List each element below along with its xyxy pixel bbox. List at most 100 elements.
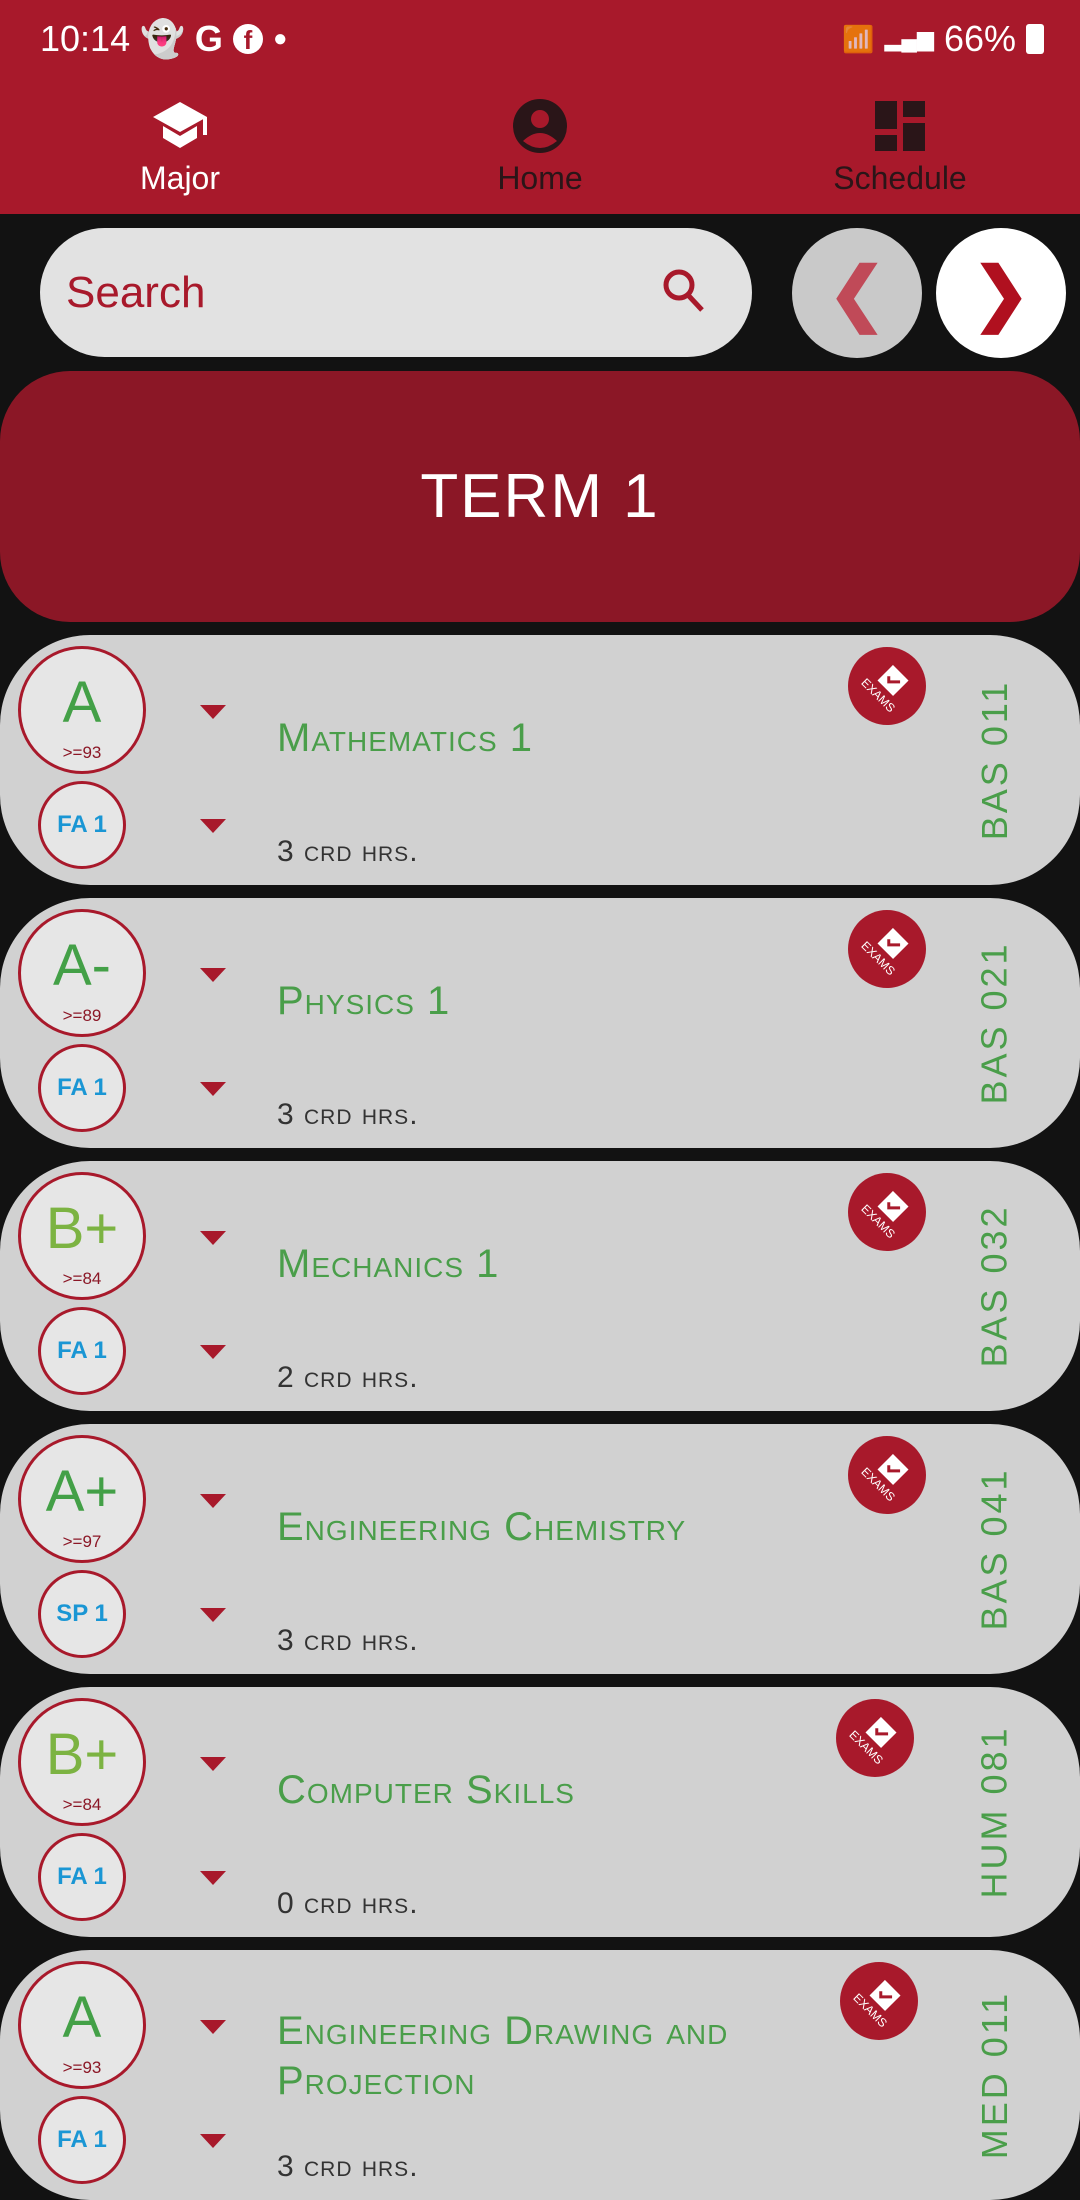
exams-icon: EXAMS — [858, 1446, 915, 1504]
signal-icon: ▂▄▆ — [884, 26, 934, 51]
semester-dropdown-icon[interactable] — [200, 1871, 226, 1885]
course-code: BAS 032 — [974, 1204, 1016, 1368]
status-bar: 10:14 👻 G f ● 📶 ▂▄▆ 66% — [0, 0, 1080, 80]
exams-icon: EXAMS — [858, 920, 915, 978]
course-card[interactable]: A >=93 FA 1 Engineering Drawing and Proj… — [0, 1950, 1080, 2200]
semester-dropdown-icon[interactable] — [200, 2134, 226, 2148]
exams-button[interactable]: EXAMS — [848, 1173, 926, 1251]
course-title: Physics 1 — [277, 979, 451, 1023]
semester-selector[interactable]: SP 1 — [38, 1570, 126, 1658]
course-title: Mathematics 1 — [277, 716, 533, 760]
clock: 10:14 — [40, 18, 131, 59]
grade-selector[interactable]: B+ >=84 — [18, 1172, 146, 1300]
semester-selector[interactable]: FA 1 — [38, 1833, 126, 1921]
course-title: Engineering Drawing and Projection — [277, 2009, 729, 2103]
semester-selector[interactable]: FA 1 — [38, 1307, 126, 1395]
search-icon[interactable] — [660, 266, 708, 319]
search-bar[interactable] — [40, 228, 752, 357]
course-code-wrap: MED 011 — [960, 1950, 1030, 2200]
exams-button[interactable]: EXAMS — [848, 647, 926, 725]
exams-button[interactable]: EXAMS — [840, 1962, 918, 2040]
bottom-nav: Major Home Schedule — [0, 80, 1080, 214]
battery-text: 66% — [943, 18, 1016, 59]
exams-button[interactable]: EXAMS — [848, 1436, 926, 1514]
credit-hours: 3 crd hrs. — [277, 1098, 419, 1131]
grade-minimum: >=93 — [62, 743, 102, 762]
semester-dropdown-icon[interactable] — [200, 1608, 226, 1622]
grade-letter: A- — [53, 933, 111, 998]
facebook-icon: f — [232, 24, 263, 55]
course-card[interactable]: A+ >=97 SP 1 Engineering Chemistry 3 crd… — [0, 1424, 1080, 1674]
grade-selector[interactable]: A >=93 — [18, 1961, 146, 2089]
grade-dropdown-icon[interactable] — [200, 2020, 226, 2034]
course-code-wrap: BAS 041 — [960, 1424, 1030, 1674]
battery-icon — [1026, 24, 1044, 54]
course-card[interactable]: A- >=89 FA 1 Physics 1 3 crd hrs. EXAMS … — [0, 898, 1080, 1148]
course-card[interactable]: B+ >=84 FA 1 Mechanics 1 2 crd hrs. EXAM… — [0, 1161, 1080, 1411]
dashboard-icon — [875, 98, 925, 154]
next-term-button[interactable]: ❯ — [936, 228, 1066, 358]
tab-home[interactable]: Home — [360, 80, 720, 214]
grade-minimum: >=84 — [62, 1795, 102, 1814]
course-code-wrap: BAS 021 — [960, 898, 1030, 1148]
semester-dropdown-icon[interactable] — [200, 1082, 226, 1096]
grade-letter: A — [62, 1985, 102, 2050]
tab-label: Home — [497, 159, 583, 196]
exams-icon: EXAMS — [850, 1972, 907, 2030]
course-title: Engineering Chemistry — [277, 1505, 687, 1549]
exams-button[interactable]: EXAMS — [836, 1699, 914, 1777]
grade-dropdown-icon[interactable] — [200, 1231, 226, 1245]
account-circle-icon — [513, 98, 567, 154]
grade-letter: B+ — [45, 1722, 119, 1787]
course-code: MED 011 — [974, 1990, 1015, 2160]
course-card[interactable]: A >=93 FA 1 Mathematics 1 3 crd hrs. EXA… — [0, 635, 1080, 885]
grade-dropdown-icon[interactable] — [200, 1757, 226, 1771]
course-code-wrap: BAS 011 — [960, 635, 1030, 885]
grade-selector[interactable]: A+ >=97 — [18, 1435, 146, 1563]
semester-dropdown-icon[interactable] — [200, 1345, 226, 1359]
semester-dropdown-icon[interactable] — [200, 819, 226, 833]
tab-major[interactable]: Major — [0, 80, 360, 214]
grade-minimum: >=93 — [62, 2058, 102, 2077]
grade-minimum: >=97 — [62, 1532, 102, 1551]
grade-selector[interactable]: A >=93 — [18, 646, 146, 774]
grade-minimum: >=89 — [62, 1006, 102, 1025]
course-code-wrap: HUM 081 — [960, 1687, 1030, 1937]
grade-selector[interactable]: B+ >=84 — [18, 1698, 146, 1826]
grade-selector[interactable]: A- >=89 — [18, 909, 146, 1037]
tab-label: Schedule — [833, 159, 967, 196]
exams-icon: EXAMS — [858, 657, 915, 715]
graduation-cap-icon — [151, 98, 209, 154]
credit-hours: 0 crd hrs. — [277, 1887, 419, 1920]
course-code: BAS 021 — [974, 941, 1016, 1105]
credit-hours: 3 crd hrs. — [277, 1624, 419, 1657]
semester-selector[interactable]: FA 1 — [38, 781, 126, 869]
tab-schedule[interactable]: Schedule — [720, 80, 1080, 214]
tab-label: Major — [139, 159, 220, 196]
course-title: Mechanics 1 — [277, 1242, 500, 1286]
semester-selector[interactable]: FA 1 — [38, 2096, 126, 2184]
wifi-icon: 📶 — [842, 23, 875, 54]
credit-hours: 2 crd hrs. — [277, 1361, 419, 1394]
grade-letter: A+ — [45, 1459, 119, 1524]
course-title: Computer Skills — [277, 1768, 575, 1812]
exams-button[interactable]: EXAMS — [848, 910, 926, 988]
credit-hours: 3 crd hrs. — [277, 2150, 419, 2183]
semester-selector[interactable]: FA 1 — [38, 1044, 126, 1132]
dot-icon: ● — [272, 25, 288, 52]
grade-minimum: >=84 — [62, 1269, 102, 1288]
grade-dropdown-icon[interactable] — [200, 968, 226, 982]
exams-icon: EXAMS — [846, 1709, 903, 1767]
course-code: BAS 011 — [974, 679, 1015, 841]
snapchat-icon: 👻 — [140, 18, 185, 59]
course-card[interactable]: B+ >=84 FA 1 Computer Skills 0 crd hrs. … — [0, 1687, 1080, 1937]
previous-term-button[interactable]: ❮ — [792, 228, 922, 358]
exams-icon: EXAMS — [858, 1183, 915, 1241]
grade-dropdown-icon[interactable] — [200, 705, 226, 719]
course-code-wrap: BAS 032 — [960, 1161, 1030, 1411]
term-title: TERM 1 — [0, 371, 1080, 622]
grade-dropdown-icon[interactable] — [200, 1494, 226, 1508]
grade-letter: B+ — [45, 1196, 119, 1261]
search-input[interactable] — [66, 267, 660, 318]
course-code: HUM 081 — [974, 1725, 1015, 1899]
